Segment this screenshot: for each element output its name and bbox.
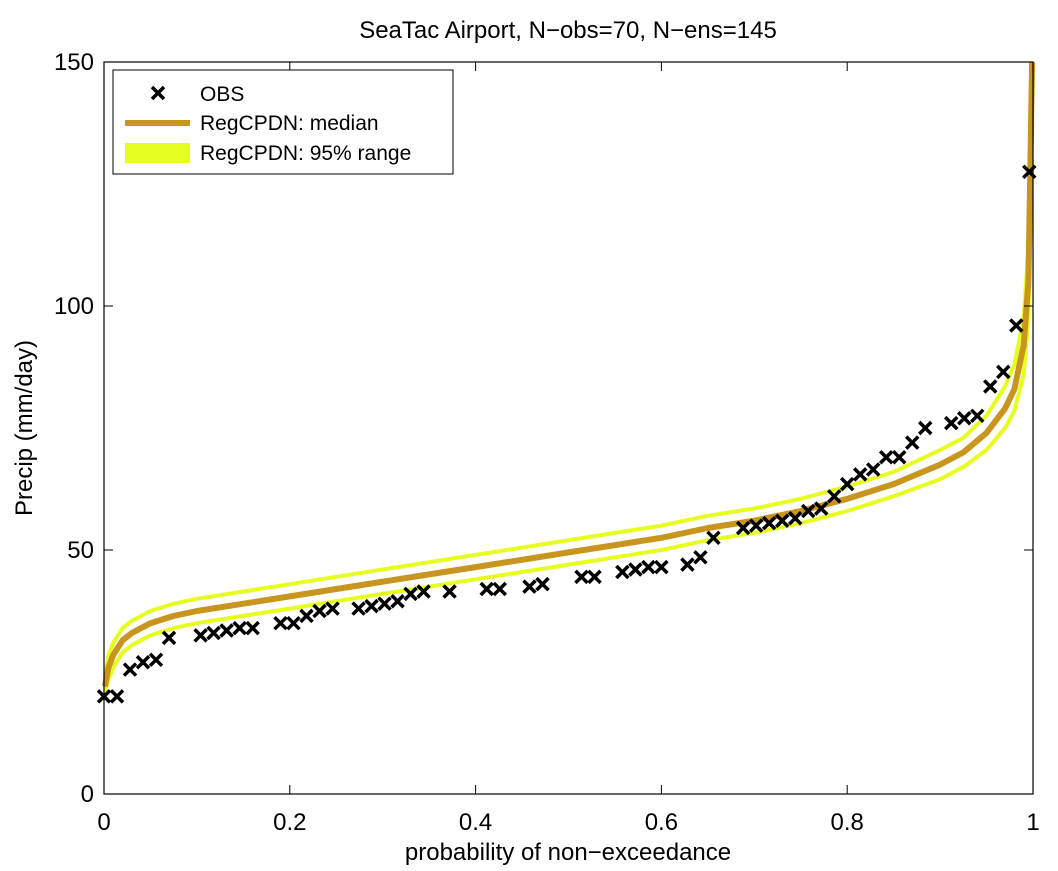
obs-point <box>641 559 656 575</box>
obs-point <box>826 489 842 504</box>
obs-point <box>983 379 998 394</box>
x-tick-label: 0.6 <box>645 809 678 836</box>
axis-ticks: 0 0.2 0.4 0.6 0.8 1 0 50 100 150 <box>54 49 1040 836</box>
obs-point <box>865 462 881 477</box>
obs-point <box>390 594 405 609</box>
x-tick-label: 0.2 <box>273 809 306 836</box>
obs-point <box>416 584 431 599</box>
obs-point <box>109 689 125 704</box>
obs-point <box>351 601 366 616</box>
obs-point <box>917 420 933 436</box>
x-tick-label: 0.8 <box>831 809 864 836</box>
range-upper-line <box>102 61 1035 678</box>
obs-point <box>852 467 868 482</box>
obs-point <box>904 435 920 450</box>
obs-point <box>628 562 643 577</box>
obs-point <box>135 655 151 670</box>
obs-point <box>148 652 164 668</box>
obs-point <box>206 625 221 641</box>
obs-point <box>654 559 669 575</box>
obs-point <box>680 557 695 572</box>
obs-point <box>800 503 816 519</box>
legend-marker-obs <box>150 85 166 101</box>
obs-point <box>693 550 708 565</box>
plot-area <box>96 61 1037 704</box>
obs-point <box>839 476 855 492</box>
obs-point <box>232 620 247 636</box>
obs-point <box>735 520 751 536</box>
obs-point <box>587 569 602 585</box>
obs-point <box>273 615 288 631</box>
obs-point <box>403 586 418 602</box>
legend-label-range: RegCPDN: 95% range <box>200 142 411 165</box>
obs-point <box>1009 318 1024 333</box>
obs-point <box>161 630 177 646</box>
obs-point <box>891 450 907 465</box>
obs-point <box>787 511 803 526</box>
obs-point <box>957 411 972 426</box>
legend: OBS RegCPDN: median RegCPDN: 95% range <box>112 69 454 175</box>
obs-point <box>970 408 985 424</box>
obs-point <box>325 601 340 616</box>
obs-point <box>492 581 507 597</box>
obs-point <box>122 662 138 677</box>
y-tick-label: 100 <box>54 293 94 320</box>
obs-point <box>364 598 379 614</box>
y-tick-label: 50 <box>67 537 94 564</box>
x-tick-label: 0.4 <box>459 809 492 836</box>
obs-point <box>312 603 327 619</box>
y-axis-label: Precip (mm/day) <box>11 340 38 516</box>
obs-point <box>535 576 550 592</box>
axes-box <box>103 61 1034 795</box>
obs-point <box>748 518 764 533</box>
obs-point <box>761 515 777 531</box>
legend-label-obs: OBS <box>200 83 244 106</box>
obs-point <box>706 530 721 546</box>
legend-label-median: RegCPDN: median <box>200 112 379 135</box>
obs-point <box>774 513 790 528</box>
obs-point <box>479 581 494 597</box>
obs-point <box>219 623 234 638</box>
obs-point <box>996 364 1011 380</box>
obs-point <box>193 628 208 643</box>
obs-point <box>615 564 630 580</box>
obs-point <box>813 501 829 516</box>
y-tick-label: 150 <box>54 49 94 76</box>
x-tick-label: 0 <box>97 809 110 836</box>
chart-title: SeaTac Airport, N−obs=70, N−ens=145 <box>359 17 777 44</box>
obs-point <box>944 415 959 431</box>
obs-point <box>299 608 314 624</box>
x-axis-label: probability of non−exceedance <box>405 839 731 866</box>
obs-point <box>878 450 894 465</box>
y-tick-label: 0 <box>81 781 94 808</box>
obs-point <box>442 584 457 599</box>
obs-point <box>522 579 537 594</box>
x-tick-label: 1 <box>1026 809 1039 836</box>
legend-swatch-range <box>125 143 190 163</box>
range-lower-line <box>102 159 1035 693</box>
obs-point <box>377 596 392 611</box>
obs-point <box>245 620 260 636</box>
median-line <box>101 61 1036 688</box>
obs-point <box>574 569 589 585</box>
obs-point <box>286 615 301 631</box>
